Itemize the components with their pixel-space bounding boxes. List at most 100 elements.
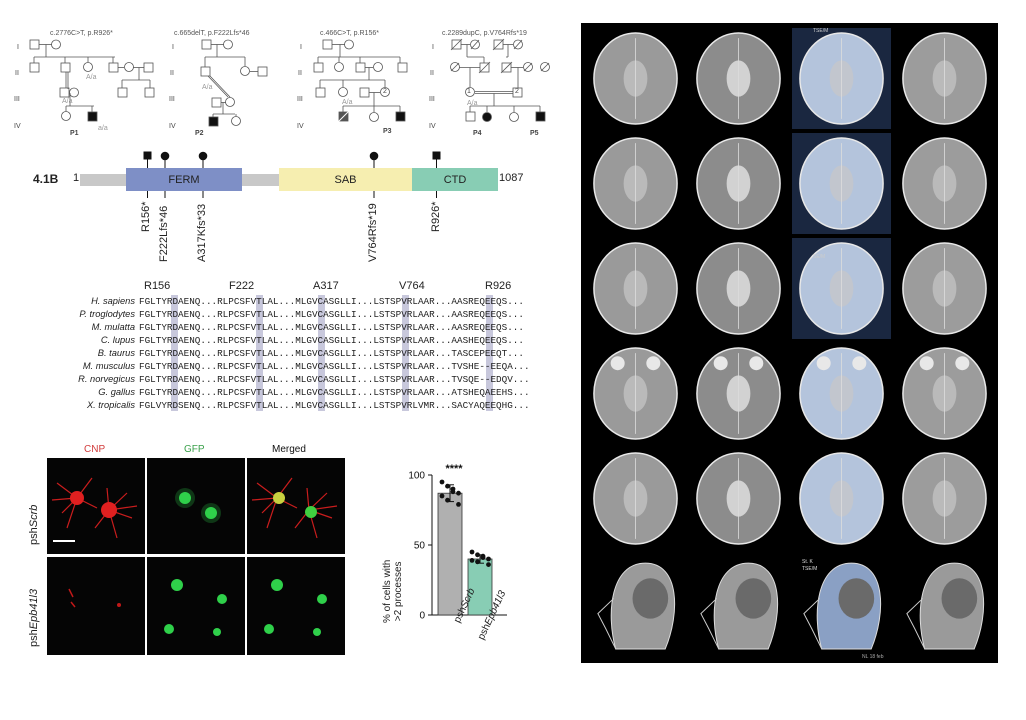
sequence: FGLTYRDAENQ...RLPCSFVTLAL...MLGVCASGLLI.… [139, 374, 530, 385]
bar-chart-svg: 0 50 100 **** [408, 463, 507, 622]
mri-scan [586, 553, 685, 654]
alignment-position-R926: R926 [485, 280, 512, 292]
ped2-het-label: A/a [202, 84, 213, 91]
ped4-gen-II: II [430, 70, 434, 77]
data-point [456, 490, 461, 496]
mri-scan [895, 28, 994, 129]
alignment-position-F222: F222 [229, 280, 255, 292]
pedigree-4 [450, 38, 550, 122]
pedigree-1 [29, 39, 155, 122]
ped4-count-2: 2 [515, 88, 519, 95]
data-point [445, 483, 450, 489]
pedigree-3-variant: c.466C>T, p.R156* [320, 30, 379, 37]
alignment-highlight-R156 [171, 295, 178, 411]
species-name: R. norvegicus [78, 374, 135, 384]
mri-overlay-text-5: NL 18 feb [862, 654, 884, 660]
sequence: FGLTYRDAENQ...RLPCSFVTLAL...MLGVCASGLLI.… [139, 335, 524, 346]
alignment-highlight-V764 [402, 295, 409, 411]
bar [467, 558, 493, 616]
row-prefix: psh [28, 629, 40, 647]
mutation-markers [143, 151, 441, 198]
mri-scan [895, 448, 994, 549]
ped2-gen-IV: IV [169, 123, 176, 130]
domain-ctd [412, 168, 498, 191]
mri-overlay-text-1: TSE/M [813, 28, 829, 34]
microscopy-row-label-scrb: pshScrb [28, 505, 40, 545]
mutation-label-A317: A317Kfs*33 [196, 203, 208, 262]
alignment-highlight-F222 [256, 295, 263, 411]
protein-start: 1 [73, 172, 80, 184]
mri-scan [586, 133, 685, 234]
mri-scan [689, 133, 788, 234]
mri-scan [792, 28, 891, 129]
ped1-het-label-2: A/a [86, 74, 97, 81]
data-point [475, 552, 480, 558]
ped1-gen-II: II [15, 70, 19, 77]
mri-scan [586, 448, 685, 549]
species-name: G. gallus [98, 387, 135, 397]
sequence: FGLTYRDAENQ...RLPCSFVTLAL...MLGVCASGLLI.… [139, 309, 524, 320]
domain-sab-label: SAB [334, 174, 357, 186]
row-gene: Scrb [28, 504, 40, 528]
pedigree-2-variant: c.665delT, p.F222Lfs*46 [174, 30, 250, 37]
mri-scan [586, 238, 685, 339]
ped1-gen-IV: IV [14, 123, 21, 130]
mri-scan [895, 343, 994, 444]
species-name: C. lupus [100, 335, 135, 345]
mri-scan [792, 343, 891, 444]
mri-scan [792, 238, 891, 339]
data-point [475, 559, 480, 565]
alignment-position-V764: V764 [399, 280, 425, 292]
micrograph-epb-merged [247, 557, 345, 655]
sequence: FGLTYRDAENQ...RLPCSFVTLAL...MLGVCASGLLI.… [139, 361, 530, 372]
mri-grid [581, 23, 998, 663]
species-name: M. mulatta [91, 322, 135, 332]
ped4-gen-IV: IV [429, 123, 436, 130]
ped3-proband-label: P3 [383, 128, 392, 135]
micrograph-epb-cnp [47, 557, 145, 655]
sequence: FGLVYRDSENQ...RLPCSFVTLAL...MLGVCASGLLI.… [139, 400, 530, 411]
mri-scan [586, 28, 685, 129]
domain-sab [279, 168, 412, 191]
protein-end: 1087 [499, 172, 524, 184]
domain-ctd-label: CTD [443, 174, 467, 186]
ped1-hom-label: a/a [98, 125, 108, 132]
y-tick-label: 0 [419, 611, 425, 622]
mri-scan [689, 448, 788, 549]
ped4-gen-III: III [429, 96, 435, 103]
mutation-label-R156: R156* [140, 201, 152, 232]
alignment-position-A317: A317 [313, 280, 339, 292]
ped1-gen-I: I [17, 44, 19, 51]
alignment-position-R156: R156 [144, 280, 171, 292]
pedigree-4-variant: c.2289dupC, p.V764Rfs*19 [442, 30, 527, 37]
protein-name: 4.1B [33, 172, 59, 186]
pedigree-3 [313, 39, 408, 125]
significance-label: **** [445, 463, 463, 475]
data-point [469, 549, 475, 555]
species-name: P. troglodytes [79, 309, 135, 319]
micrograph-epb-gfp [147, 557, 245, 655]
ped2-gen-I: I [172, 44, 174, 51]
ped4-gen-I: I [432, 44, 434, 51]
data-point [486, 556, 491, 562]
mri-scan [586, 343, 685, 444]
mri-scan [895, 238, 994, 339]
ped2-gen-II: II [170, 70, 174, 77]
data-point [456, 502, 461, 507]
alignment-highlight-A317 [318, 295, 325, 411]
micrograph-scrb-merged [247, 458, 345, 554]
ped1-gen-III: III [14, 96, 20, 103]
data-point [469, 558, 475, 563]
sequence: FGLTYRDAENQ...RLPCSFVTLAL...MLGVCASGLLI.… [139, 296, 524, 307]
ped1-het-label: A/a [62, 98, 73, 105]
micrograph-scrb-gfp [147, 458, 245, 554]
ped2-proband-label: P2 [195, 130, 204, 137]
species-name: X. tropicalis [86, 400, 135, 410]
mri-scan [689, 343, 788, 444]
sequence: FGLTYRDAENQ...RLPCSFVTLAL...MLGVCASGLLI.… [139, 348, 524, 359]
ped3-het-label: A/a [342, 99, 353, 106]
ped4-proband-P5: P5 [530, 130, 539, 137]
ped4-proband-P4: P4 [473, 130, 482, 137]
y-tick-label: 100 [408, 471, 425, 482]
species-name: B. taurus [97, 348, 135, 358]
